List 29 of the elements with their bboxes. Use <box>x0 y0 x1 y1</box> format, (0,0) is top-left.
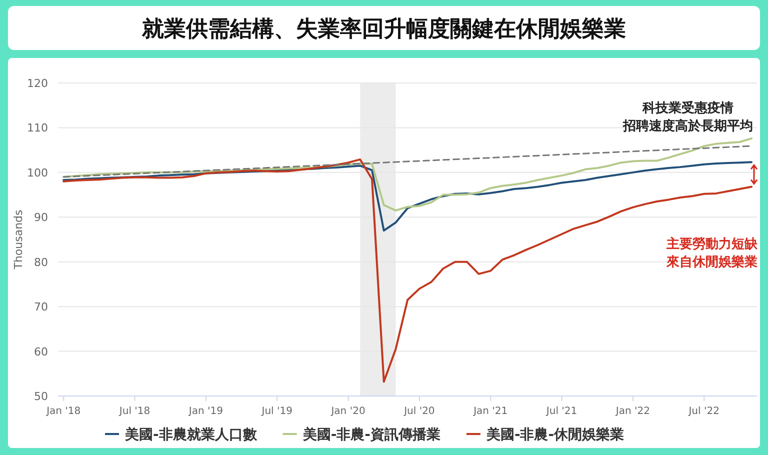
x-tick-label: Jan '19 <box>188 406 223 417</box>
x-tick-label: Jan '20 <box>330 406 366 417</box>
y-tick-label: 100 <box>27 166 48 180</box>
annotation: 主要勞動力短缺 <box>666 236 758 252</box>
x-tick-label: Jan '18 <box>46 406 81 417</box>
y-tick-label: 70 <box>34 300 48 314</box>
chart-title: 就業供需結構、失業率回升幅度關鍵在休閒娛樂業 <box>141 16 626 42</box>
x-tick-label: Jan '22 <box>614 406 650 417</box>
x-tick-label: Jul '21 <box>545 406 578 417</box>
x-tick-label: Jul '20 <box>403 406 435 417</box>
annotation: 招聘速度高於長期平均 <box>622 118 753 134</box>
x-tick-label: Jul '19 <box>260 406 292 417</box>
x-tick-label: Jul '22 <box>688 406 720 417</box>
y-tick-label: 80 <box>34 256 48 269</box>
legend-label: 美國-非農-資訊傳播業 <box>302 426 440 443</box>
y-axis-title: Thousands <box>12 209 25 270</box>
y-tick-label: 110 <box>27 122 48 135</box>
x-tick-label: Jan '21 <box>472 406 508 417</box>
x-tick-label: Jul '18 <box>118 406 150 417</box>
y-tick-label: 120 <box>27 77 48 90</box>
y-tick-label: 60 <box>34 345 48 358</box>
line-series <box>62 161 753 232</box>
legend-label: 美國-非農就業人口數 <box>124 426 258 443</box>
annotation: 來自休閒娛樂業 <box>666 254 758 270</box>
line-series <box>62 137 753 212</box>
annotation: 科技業受惠疫情 <box>642 100 734 116</box>
legend-label: 美國-非農-休閒娛樂業 <box>485 426 624 443</box>
y-tick-label: 50 <box>34 390 48 403</box>
y-tick-label: 90 <box>34 211 48 224</box>
